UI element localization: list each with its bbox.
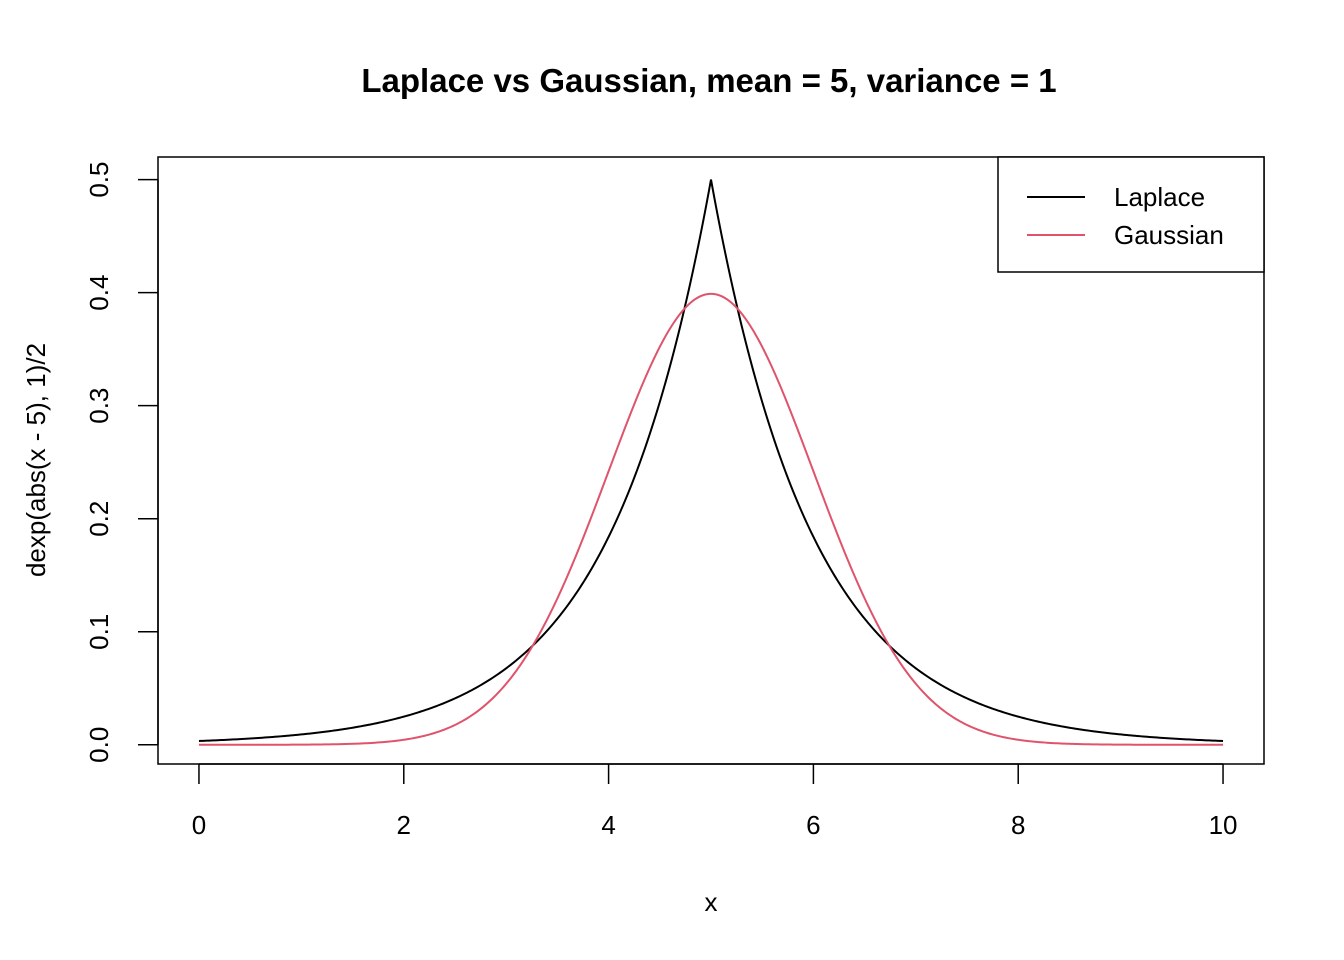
legend-label-laplace: Laplace: [1114, 182, 1205, 212]
chart-title: Laplace vs Gaussian, mean = 5, variance …: [361, 62, 1056, 99]
y-tick-label: 0.0: [84, 727, 114, 763]
y-tick-label: 0.3: [84, 388, 114, 424]
series-line-gaussian: [198, 292, 1224, 746]
x-axis: 0 2 4 6 8 10: [192, 763, 1238, 840]
y-tick-label: 0.4: [84, 275, 114, 311]
x-tick-label: 10: [1209, 810, 1238, 840]
y-axis: 0.0 0.1 0.2 0.3 0.4 0.5: [84, 162, 159, 763]
y-tick-label: 0.5: [84, 162, 114, 198]
series-layer: [198, 179, 1224, 746]
y-axis-label: dexp(abs(x - 5), 1)/2: [21, 343, 51, 577]
legend-label-gaussian: Gaussian: [1114, 220, 1224, 250]
x-tick-label: 4: [601, 810, 615, 840]
legend-box: [997, 156, 1265, 273]
x-tick-label: 2: [397, 810, 411, 840]
x-tick-label: 0: [192, 810, 206, 840]
y-tick-label: 0.1: [84, 614, 114, 650]
x-tick-label: 6: [806, 810, 820, 840]
x-axis-label: x: [705, 887, 718, 917]
series-line-laplace: [198, 179, 1224, 742]
legend: Laplace Gaussian: [997, 156, 1265, 273]
y-tick-label: 0.2: [84, 501, 114, 537]
x-tick-label: 8: [1011, 810, 1025, 840]
